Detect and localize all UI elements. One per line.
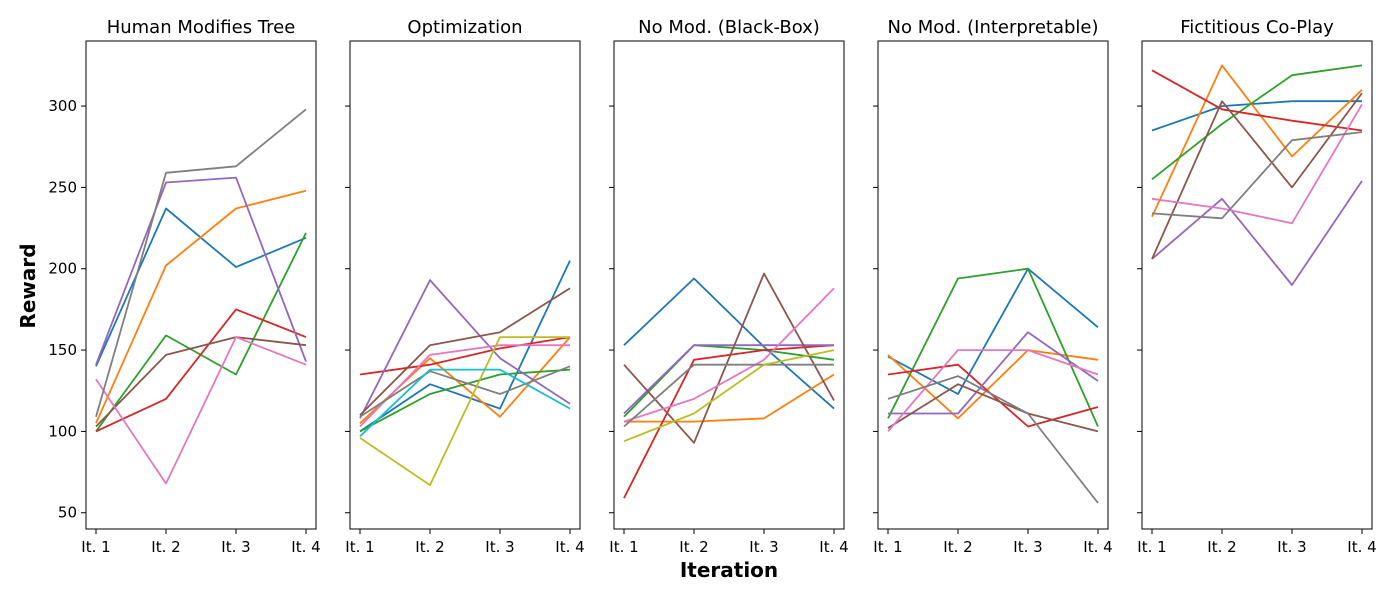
series-line — [359, 287, 571, 416]
series-line — [887, 267, 1099, 427]
chart-panels: Human Modifies Tree It. 1 It. 2 It. 3 It. 4 5… — [48, 17, 1376, 556]
x-tick-label: It. 3 — [1013, 538, 1042, 556]
series-line — [887, 349, 1099, 432]
axes-frame — [877, 40, 1109, 530]
panel-0: Human Modifies Tree It. 1 It. 2 It. 3 It. 4 5… — [48, 17, 320, 556]
series-line — [359, 344, 570, 428]
series-line — [359, 368, 571, 433]
x-tick-label: It. 1 — [873, 538, 902, 556]
y-axis-label: Reward — [16, 243, 40, 328]
series-line — [1151, 92, 1363, 260]
x-tick-label: It. 3 — [221, 538, 250, 556]
x-tick-label: It. 4 — [1347, 538, 1376, 556]
series-line — [95, 176, 307, 366]
series-line — [1151, 69, 1363, 132]
series-line — [1151, 64, 1363, 218]
series-line — [359, 260, 571, 433]
x-tick-label: It. 1 — [1137, 538, 1166, 556]
series-line — [95, 232, 307, 432]
x-tick-label: It. 2 — [679, 538, 708, 556]
series-line — [623, 349, 835, 443]
x-axis-label: Iteration — [680, 558, 778, 582]
panel-title: Optimization — [407, 17, 522, 38]
y-tick-label: 50 — [58, 504, 77, 522]
series-line — [359, 336, 570, 487]
x-tick-label: It. 4 — [1083, 538, 1112, 556]
axes-frame — [85, 40, 317, 530]
x-tick-label: It. 4 — [555, 538, 584, 556]
y-tick-label: 150 — [48, 341, 77, 359]
series-line — [95, 336, 307, 485]
series-line — [623, 344, 835, 418]
series-line — [623, 363, 834, 428]
series-line — [887, 267, 1099, 395]
y-tick-label: 300 — [48, 97, 77, 115]
panel-title: No Mod. (Black-Box) — [638, 17, 820, 38]
series-line — [1151, 100, 1362, 132]
x-tick-label: It. 3 — [1277, 538, 1306, 556]
panel-1: Optimization It. 1 It. 2 It. 3 It. 4 — [345, 17, 585, 556]
x-tick-label: It. 3 — [749, 538, 778, 556]
axes-frame — [1141, 40, 1373, 530]
x-tick-label: It. 1 — [81, 538, 110, 556]
series-line — [1151, 180, 1363, 286]
axes-frame — [349, 40, 581, 530]
series-line — [1151, 64, 1363, 181]
x-tick-label: It. 3 — [485, 538, 514, 556]
series-line — [1151, 103, 1363, 225]
axes-frame — [613, 40, 845, 530]
x-tick-label: It. 2 — [1207, 538, 1236, 556]
series-line — [1151, 131, 1363, 220]
y-tick-label: 100 — [48, 422, 77, 440]
x-tick-label: It. 4 — [291, 538, 320, 556]
panel-title: Human Modifies Tree — [107, 17, 296, 38]
series-line — [95, 308, 307, 433]
series-line — [888, 331, 1099, 415]
series-line — [359, 368, 571, 437]
panel-title: No Mod. (Interpretable) — [888, 17, 1099, 38]
series-line — [623, 344, 834, 415]
series-line — [359, 336, 571, 376]
x-tick-label: It. 1 — [345, 538, 374, 556]
series-line — [95, 207, 307, 367]
series-line — [623, 272, 835, 444]
x-tick-label: It. 2 — [415, 538, 444, 556]
panel-2: No Mod. (Black-Box) It. 1 It. 2 It. 3 It. 4 — [609, 17, 849, 556]
x-tick-label: It. 2 — [943, 538, 972, 556]
x-tick-label: It. 2 — [151, 538, 180, 556]
x-tick-label: It. 1 — [609, 538, 638, 556]
series-line — [623, 277, 835, 410]
series-line — [887, 383, 1099, 433]
series-line — [623, 344, 835, 499]
panel-3: No Mod. (Interpretable) It. 1 It. 2 It. 3 It… — [873, 17, 1113, 556]
y-tick-label: 250 — [48, 178, 77, 196]
y-tick-label: 200 — [48, 260, 77, 278]
panel-title: Fictitious Co-Play — [1180, 17, 1334, 38]
panel-4: Fictitious Co-Play It. 1 It. 2 It. 3 It. 4 — [1137, 17, 1377, 556]
series-line — [887, 375, 1099, 504]
series-line — [623, 287, 835, 423]
x-tick-label: It. 4 — [819, 538, 848, 556]
series-line — [95, 336, 307, 428]
series-line — [359, 365, 571, 418]
series-line — [95, 189, 307, 424]
series-line — [624, 373, 835, 423]
series-line — [95, 108, 307, 418]
